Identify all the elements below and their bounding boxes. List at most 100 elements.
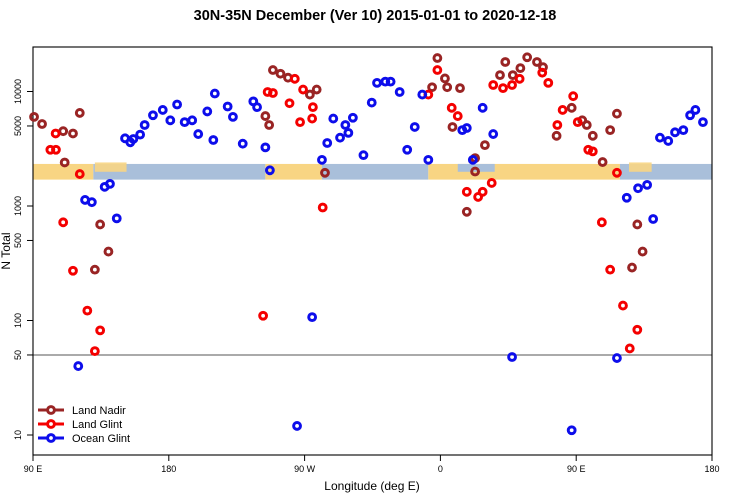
scatter-point-ocean-glint <box>507 352 517 362</box>
scatter-point-ocean-glint <box>385 76 396 87</box>
y-tick-label: 500 <box>13 233 23 248</box>
scatter-point-land-glint <box>307 113 318 124</box>
scatter-point-land-nadir <box>427 82 438 93</box>
x-tick-label: 180 <box>704 464 719 474</box>
scatter-point-land-nadir <box>260 111 271 121</box>
scatter-point-ocean-glint <box>157 105 168 115</box>
legend-label: Land Nadir <box>72 405 126 417</box>
y-tick-label: 10 <box>13 430 23 440</box>
scatter-point-land-glint <box>89 346 100 357</box>
scatter-point-land-glint <box>552 120 563 130</box>
y-tick-label: 10000 <box>13 79 23 104</box>
scatter-point-land-nadir <box>500 57 511 67</box>
legend-marker <box>46 419 56 429</box>
scatter-point-land-nadir <box>566 102 577 113</box>
scatter-point-land-glint <box>543 77 554 88</box>
scatter-point-ocean-glint <box>612 353 622 363</box>
scatter-point-ocean-glint <box>317 154 327 165</box>
scatter-point-land-nadir <box>627 262 637 273</box>
legend-label: Land Glint <box>72 419 122 431</box>
scatter-point-ocean-glint <box>209 88 220 99</box>
scatter-point-land-nadir <box>440 73 450 84</box>
x-tick-label: 0 <box>438 464 443 474</box>
scatter-point-land-glint <box>452 111 463 121</box>
scatter-point-land-glint <box>95 325 106 336</box>
legend-marker <box>46 405 56 415</box>
scatter-point-ocean-glint <box>690 105 701 115</box>
scatter-point-land-glint <box>557 105 568 115</box>
x-axis-title: Longitude (deg E) <box>324 479 420 493</box>
scatter-point-land-glint <box>284 98 295 109</box>
scatter-point-land-glint <box>612 167 622 178</box>
scatter-point-land-glint <box>258 310 269 321</box>
scatter-point-land-nadir <box>59 157 70 168</box>
scatter-point-land-nadir <box>632 219 643 230</box>
scatter-point-ocean-glint <box>139 120 150 130</box>
scatter-point-ocean-glint <box>165 115 176 126</box>
scatter-point-land-glint <box>572 117 583 128</box>
scatter-point-ocean-glint <box>237 138 248 149</box>
scatter-point-land-glint <box>298 84 308 95</box>
scatter-point-ocean-glint <box>457 125 468 136</box>
scatter-point-land-glint <box>596 217 607 228</box>
scatter-point-ocean-glint <box>252 102 262 113</box>
scatter-point-ocean-glint <box>685 110 696 121</box>
scatter-point-land-nadir <box>275 68 286 79</box>
scatter-point-land-nadir <box>264 120 275 130</box>
scatter-point-land-nadir <box>432 53 443 63</box>
scatter-point-land-nadir <box>68 128 78 139</box>
scatter-point-ocean-glint <box>366 97 377 108</box>
scatter-point-ocean-glint <box>633 183 643 194</box>
scatter-point-land-nadir <box>495 70 505 81</box>
scatter-point-land-glint <box>289 73 300 84</box>
scatter-point-land-glint <box>58 217 69 228</box>
scatter-point-ocean-glint <box>394 87 405 97</box>
scatter-point-ocean-glint <box>111 213 122 224</box>
scatter-point-land-glint <box>632 324 643 335</box>
scatter-point-ocean-glint <box>179 117 190 128</box>
scatter-point-land-nadir <box>442 82 453 93</box>
y-axis-title: N Total <box>0 232 13 270</box>
scatter-point-land-nadir <box>89 264 100 275</box>
scatter-point-ocean-glint <box>322 138 333 148</box>
scatter-point-land-glint <box>537 67 548 78</box>
scatter-point-ocean-glint <box>148 110 158 121</box>
scatter-point-ocean-glint <box>105 178 115 189</box>
scatter-point-land-nadir <box>29 112 39 122</box>
scatter-point-ocean-glint <box>621 192 632 203</box>
scatter-point-ocean-glint <box>208 135 219 145</box>
scatter-point-land-glint <box>68 265 78 276</box>
scatter-point-ocean-glint <box>343 127 354 138</box>
map-band-islands <box>629 162 652 172</box>
map-band-land <box>265 163 322 180</box>
scatter-point-ocean-glint <box>172 99 182 110</box>
scatter-point-land-glint <box>51 144 61 155</box>
scatter-point-land-glint <box>268 88 278 98</box>
scatter-point-ocean-glint <box>193 129 204 139</box>
scatter-point-land-glint <box>295 117 305 128</box>
scatter-point-ocean-glint <box>202 106 213 117</box>
scatter-point-land-glint <box>624 343 635 354</box>
scatter-point-ocean-glint <box>372 77 382 88</box>
plot-box <box>32 46 713 456</box>
scatter-point-land-nadir <box>320 167 330 178</box>
scatter-point-land-nadir <box>103 246 114 257</box>
scatter-point-ocean-glint <box>73 361 84 371</box>
scatter-point-land-glint <box>50 128 61 139</box>
map-band-ocean <box>321 163 429 180</box>
scatter-point-land-glint <box>605 264 616 275</box>
scatter-point-land-nadir <box>455 83 465 94</box>
scatter-point-land-nadir <box>551 130 562 141</box>
scatter-point-land-nadir <box>515 63 526 74</box>
y-tick-label: 5000 <box>13 116 23 136</box>
scatter-point-land-glint <box>432 65 443 75</box>
scatter-point-land-glint <box>307 102 318 113</box>
scatter-point-land-nadir <box>507 70 518 81</box>
scatter-point-land-nadir <box>58 126 69 137</box>
scatter-point-ocean-glint <box>402 144 413 155</box>
scatter-point-ocean-glint <box>292 421 302 431</box>
scatter-point-ocean-glint <box>307 312 318 323</box>
scatter-point-ocean-glint <box>187 115 198 126</box>
